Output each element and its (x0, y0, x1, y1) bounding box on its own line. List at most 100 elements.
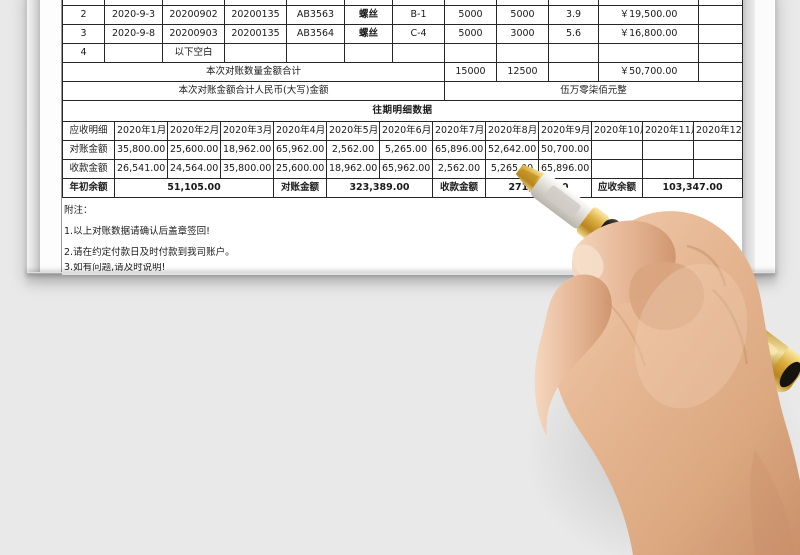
history-col-month: 2020年2月 (167, 121, 221, 141)
cell-no[interactable]: 3 (62, 24, 105, 44)
cell-amount[interactable] (598, 43, 699, 63)
cell-model[interactable] (286, 43, 345, 63)
cell-qty[interactable]: 5000 (444, 24, 497, 44)
cell-doc[interactable]: 20200903 (162, 24, 225, 44)
history-cell[interactable] (591, 140, 643, 160)
history-cell[interactable]: 5,265.00 (485, 159, 539, 179)
history-cell[interactable] (692, 159, 744, 179)
cell-no[interactable]: 2 (62, 5, 105, 25)
history-row-received[interactable]: 收款金额 26,541.00 24,564.00 35,800.00 25,60… (62, 159, 744, 179)
history-cell[interactable]: 2,562.00 (326, 140, 380, 160)
history-cell[interactable]: 18,962.00 (220, 140, 274, 160)
table-row[interactable]: 2 2020-9-3 20200902 20200135 AB3563 螺丝 B… (62, 5, 743, 25)
cell-price[interactable]: 5.6 (548, 24, 599, 44)
table-capital-row[interactable]: 本次对账金额合计人民币(大写)金额 伍万零柒佰元整 (62, 81, 743, 101)
cell-price[interactable] (548, 43, 599, 63)
history-col-month: 2020年5月 (326, 121, 380, 141)
history-cell[interactable] (642, 159, 694, 179)
cell-model[interactable]: AB3563 (286, 5, 345, 25)
cell-order[interactable] (224, 43, 287, 63)
cell-spec[interactable]: C-4 (392, 24, 445, 44)
history-cell[interactable]: 65,962.00 (273, 140, 327, 160)
cell-qty[interactable]: 5000 (444, 5, 497, 25)
summary-value-received[interactable]: 271,152.00 (485, 178, 592, 198)
table-row[interactable]: 3 2020-9-8 20200903 20200135 AB3564 螺丝 C… (62, 24, 743, 44)
history-cell[interactable]: 18,962.00 (326, 159, 380, 179)
summary-value-balance[interactable]: 103,347.00 (641, 178, 744, 198)
cell-recv[interactable] (496, 43, 549, 63)
summary-value-reconciled[interactable]: 323,389.00 (326, 178, 433, 198)
history-row-label: 收款金额 (62, 159, 115, 179)
cell-extra[interactable] (698, 43, 743, 63)
cell-date[interactable]: 2020-9-8 (104, 24, 163, 44)
cell-qty[interactable] (444, 43, 497, 63)
cell-recv[interactable]: 3000 (496, 24, 549, 44)
history-row-reconciled[interactable]: 对账金额 35,800.00 25,600.00 18,962.00 65,96… (62, 140, 744, 160)
palm-crease (604, 299, 646, 367)
history-cell[interactable]: 50,700.00 (538, 140, 592, 160)
summary-label-reconciled: 对账金额 (273, 178, 327, 198)
cell-name[interactable]: 螺丝 (344, 24, 393, 44)
history-col-month: 2020年4月 (273, 121, 327, 141)
history-cell[interactable]: 24,564.00 (167, 159, 221, 179)
total-extra[interactable] (698, 62, 743, 82)
total-amount[interactable]: ￥50,700.00 (598, 62, 699, 82)
cell-order[interactable]: 20200135 (224, 5, 287, 25)
cell-recv[interactable]: 5000 (496, 5, 549, 25)
knuckle-crease-2 (712, 289, 749, 365)
history-cell[interactable]: 65,896.00 (538, 159, 592, 179)
total-qty[interactable]: 15000 (444, 62, 497, 82)
cell-model[interactable]: AB3564 (286, 24, 345, 44)
table-row[interactable]: 4 以下空白 (62, 43, 743, 63)
history-cell[interactable]: 65,962.00 (379, 159, 433, 179)
history-header-row: 应收明细 2020年1月 2020年2月 2020年3月 2020年4月 202… (62, 121, 744, 141)
history-cell[interactable]: 65,896.00 (432, 140, 486, 160)
history-row-label: 对账金额 (62, 140, 115, 160)
table-total-row[interactable]: 本次对账数量金额合计 15000 12500 ￥50,700.00 (62, 62, 743, 82)
cell-doc[interactable]: 以下空白 (162, 43, 225, 63)
total-recv[interactable]: 12500 (496, 62, 549, 82)
thumb (534, 274, 612, 436)
history-summary-row[interactable]: 年初余额 51,105.00 对账金额 323,389.00 收款金额 271,… (62, 178, 744, 198)
cell-amount[interactable]: ￥16,800.00 (598, 24, 699, 44)
total-label: 本次对账数量金额合计 (62, 62, 445, 82)
history-cell[interactable] (692, 140, 744, 160)
history-section-title-row: 往期明细数据 (61, 100, 744, 122)
history-cell[interactable] (591, 159, 643, 179)
pen-end-hole (779, 361, 800, 388)
cell-name[interactable] (344, 43, 393, 63)
cell-extra[interactable] (698, 5, 743, 25)
capital-label: 本次对账金额合计人民币(大写)金额 (62, 81, 445, 101)
cell-doc[interactable]: 20200902 (162, 5, 225, 25)
history-table-body: 往期明细数据 应收明细 2020年1月 2020年2月 2020年3月 2020… (61, 100, 744, 198)
cell-no[interactable]: 4 (62, 43, 105, 63)
cell-extra[interactable] (698, 24, 743, 44)
cell-spec[interactable]: B-1 (392, 5, 445, 25)
history-cell[interactable]: 52,642.00 (485, 140, 539, 160)
summary-value-opening[interactable]: 51,105.00 (114, 178, 274, 198)
cell-date[interactable] (104, 43, 163, 63)
history-col-month: 2020年9月 (538, 121, 592, 141)
statement-sheet: 1 2020-9-1 20200901 20200135 AB3562 螺丝 A… (61, 0, 744, 198)
total-price[interactable] (548, 62, 599, 82)
history-cell[interactable]: 5,265.00 (379, 140, 433, 160)
cell-amount[interactable]: ￥19,500.00 (598, 5, 699, 25)
history-col-month: 2020年10月 (591, 121, 643, 141)
history-cell[interactable]: 35,800.00 (220, 159, 274, 179)
history-cell[interactable]: 25,600.00 (273, 159, 327, 179)
cell-order[interactable]: 20200135 (224, 24, 287, 44)
capital-value[interactable]: 伍万零柒佰元整 (444, 81, 743, 101)
cell-name[interactable]: 螺丝 (344, 5, 393, 25)
pen-end-cap (762, 346, 800, 393)
history-cell[interactable]: 2,562.00 (432, 159, 486, 179)
notes-title: 附注： (64, 204, 93, 216)
wrist-shading (750, 450, 795, 555)
cell-date[interactable]: 2020-9-3 (104, 5, 163, 25)
cell-price[interactable]: 3.9 (548, 5, 599, 25)
cell-spec[interactable] (392, 43, 445, 63)
history-cell[interactable] (642, 140, 694, 160)
sheet-row-header-gutter[interactable] (40, 0, 62, 272)
history-cell[interactable]: 35,800.00 (114, 140, 168, 160)
history-cell[interactable]: 26,541.00 (114, 159, 168, 179)
history-cell[interactable]: 25,600.00 (167, 140, 221, 160)
